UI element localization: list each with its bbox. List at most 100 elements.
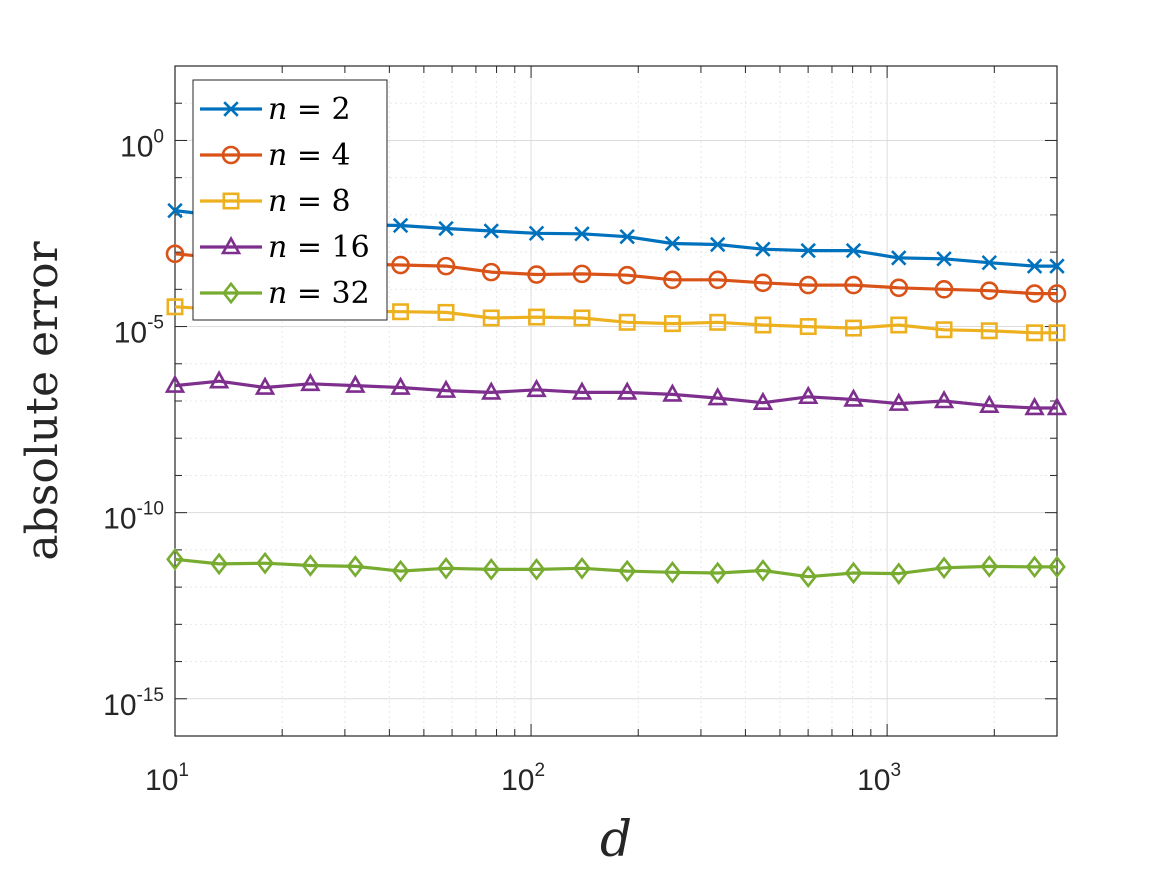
data-point-n8 [844,319,862,337]
data-point-n2 [483,223,499,239]
legend-entry-n2: n = 2 [200,92,351,127]
data-point-n8 [980,322,998,340]
data-point-n16 [662,383,683,402]
x-tick-labels: 101 102 103 [145,760,901,797]
data-point-n4 [527,265,546,284]
data-point-n8 [573,309,591,327]
data-point-n4 [617,265,637,285]
data-point-n4 [889,278,909,298]
data-point-n4 [481,262,501,282]
data-point-n32 [573,556,591,580]
data-point-n16 [390,376,411,395]
data-point-n32 [301,554,320,577]
data-point-n4 [663,270,682,290]
data-point-n32 [482,558,501,581]
data-point-n32 [754,559,772,582]
data-point-n8 [528,308,546,326]
data-point-n32 [527,558,546,581]
data-point-n2 [392,217,409,234]
data-point-n32 [844,561,863,585]
data-point-n16 [481,381,502,400]
data-point-n8 [1026,324,1044,342]
legend-label: n = 4 [268,138,351,173]
data-point-n32 [889,562,908,585]
series-line-n16 [174,379,1057,410]
data-point-n2 [167,202,183,219]
data-point-n16 [1024,396,1045,416]
data-point-n32 [391,559,410,583]
legend-entry-n8: n = 8 [200,184,351,219]
data-point-n2 [755,241,771,257]
series-32 [166,547,1066,589]
data-point-n16 [571,381,593,400]
data-point-n16 [843,388,864,407]
data-point-n16 [208,370,230,389]
data-point-n4 [165,244,185,264]
data-point-n32 [663,560,682,584]
data-point-n32 [1048,555,1066,579]
data-point-n8 [437,303,455,321]
data-point-n2 [438,220,454,237]
data-point-n8 [663,315,681,333]
y-tick-labels: 100 10-5 10-10 10-15 [103,126,164,721]
data-point-n4 [798,275,818,295]
data-point-n16 [435,379,457,398]
data-point-n2 [981,254,998,271]
legend-marker [222,281,240,305]
data-point-n32 [708,561,727,585]
legend-marker [220,235,242,255]
data-point-n2 [574,226,590,242]
data-point-n8 [890,316,908,334]
data-point-n32 [437,556,455,580]
data-point-n4 [708,270,727,290]
legend-marker [222,192,240,210]
data-point-n32 [166,547,184,571]
data-point-n2 [709,236,726,253]
data-point-n16 [798,385,819,405]
data-point-n16 [616,381,638,400]
data-point-n8 [1048,324,1066,342]
data-point-n32 [346,555,365,578]
data-point-n8 [709,313,727,331]
y-tick-label: 10-5 [114,313,164,350]
y-tick-label: 10-10 [103,499,164,536]
data-point-n8 [799,318,817,336]
data-point-n32 [799,565,818,589]
data-point-n2 [936,251,952,267]
data-point-n32 [1025,555,1044,579]
x-tick-label: 102 [501,760,545,797]
data-point-n32 [980,555,999,578]
data-point-n4 [1047,284,1067,303]
data-point-n2 [1026,258,1043,274]
legend-entry-n4: n = 4 [200,138,351,173]
data-point-n8 [935,321,953,339]
data-point-n32 [935,556,953,580]
data-point-n32 [256,551,274,575]
data-point-n4 [844,275,863,295]
legend-label: n = 2 [268,92,351,127]
legend-label: n = 16 [268,230,370,265]
legend-label: n = 32 [268,276,370,311]
legend-entry-n16: n = 16 [200,230,370,265]
data-point-n2 [891,250,907,266]
data-point-n16 [254,376,276,395]
data-point-n2 [619,228,635,245]
data-point-n16 [933,389,955,409]
data-point-n32 [210,552,228,576]
legend-marker [223,101,239,117]
legend: n = 2 n = 4 n = 8 n = 16 n = 32 [192,79,388,321]
y-tick-label: 10-15 [103,685,164,722]
data-point-n2 [845,242,862,259]
x-axis-label: d [600,810,632,868]
data-point-n8 [166,298,184,316]
data-point-n8 [618,313,636,331]
data-point-n4 [934,280,954,299]
data-point-n2 [528,225,545,242]
data-point-n4 [436,256,456,276]
data-point-n16 [1046,396,1068,416]
data-point-n16 [345,374,366,393]
data-point-n8 [482,309,500,327]
series-line-n32 [174,557,1057,579]
data-point-n32 [618,559,637,583]
